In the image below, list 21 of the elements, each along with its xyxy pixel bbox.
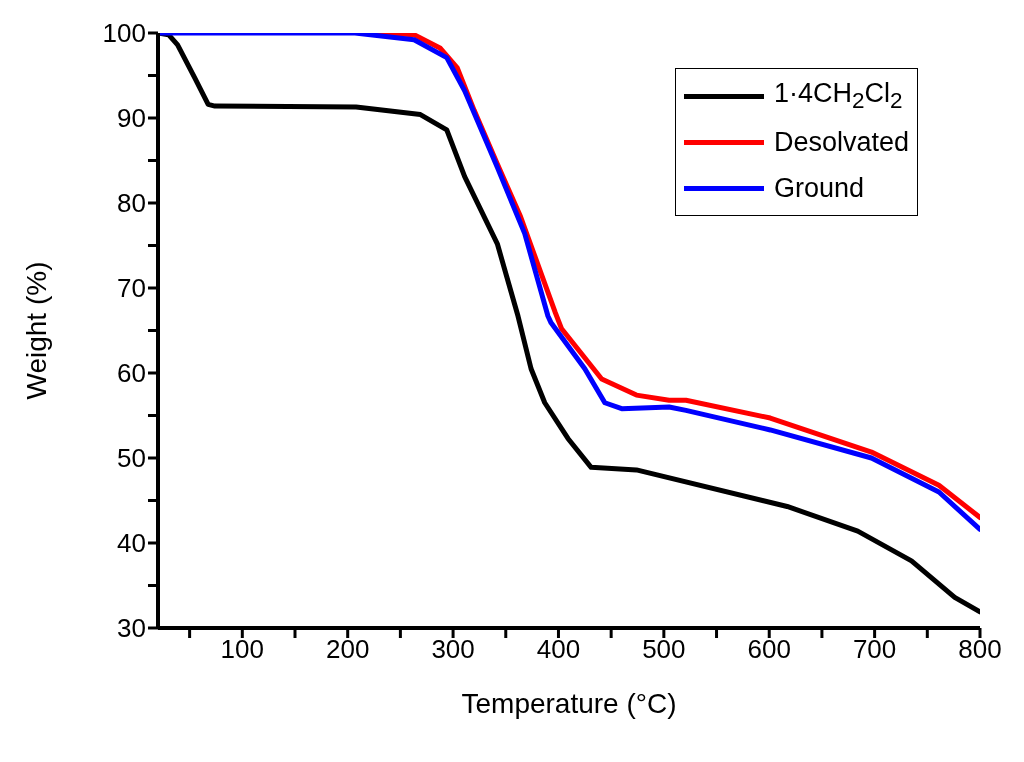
- x-tick-label: 100: [220, 634, 264, 665]
- y-tick-label: 80: [117, 188, 146, 219]
- y-tick-label: 30: [117, 613, 146, 644]
- x-tick-label: 200: [326, 634, 370, 665]
- y-tick-label: 100: [102, 18, 146, 49]
- legend-label: Desolvated: [773, 126, 909, 158]
- y-tick-label: 60: [117, 358, 146, 389]
- legend-label: 1·4CH$_{2}$Cl$_{2}$: [773, 77, 903, 115]
- x-axis-title: Temperature (°C): [461, 688, 677, 719]
- y-tick-label: 40: [117, 528, 146, 559]
- x-tick-label: 500: [642, 634, 686, 665]
- x-tick-label: 300: [431, 634, 475, 665]
- x-tick-label: 800: [958, 634, 1002, 665]
- x-tick-label: 700: [852, 634, 897, 665]
- x-tick-label: 600: [747, 634, 791, 665]
- y-tick-label: 70: [117, 273, 146, 304]
- y-axis-title: Weight (%): [21, 261, 52, 400]
- y-tick-label: 50: [117, 443, 146, 474]
- x-tick-label: 400: [536, 634, 581, 665]
- y-tick-label: 90: [117, 103, 146, 134]
- legend-label: Ground: [773, 172, 864, 204]
